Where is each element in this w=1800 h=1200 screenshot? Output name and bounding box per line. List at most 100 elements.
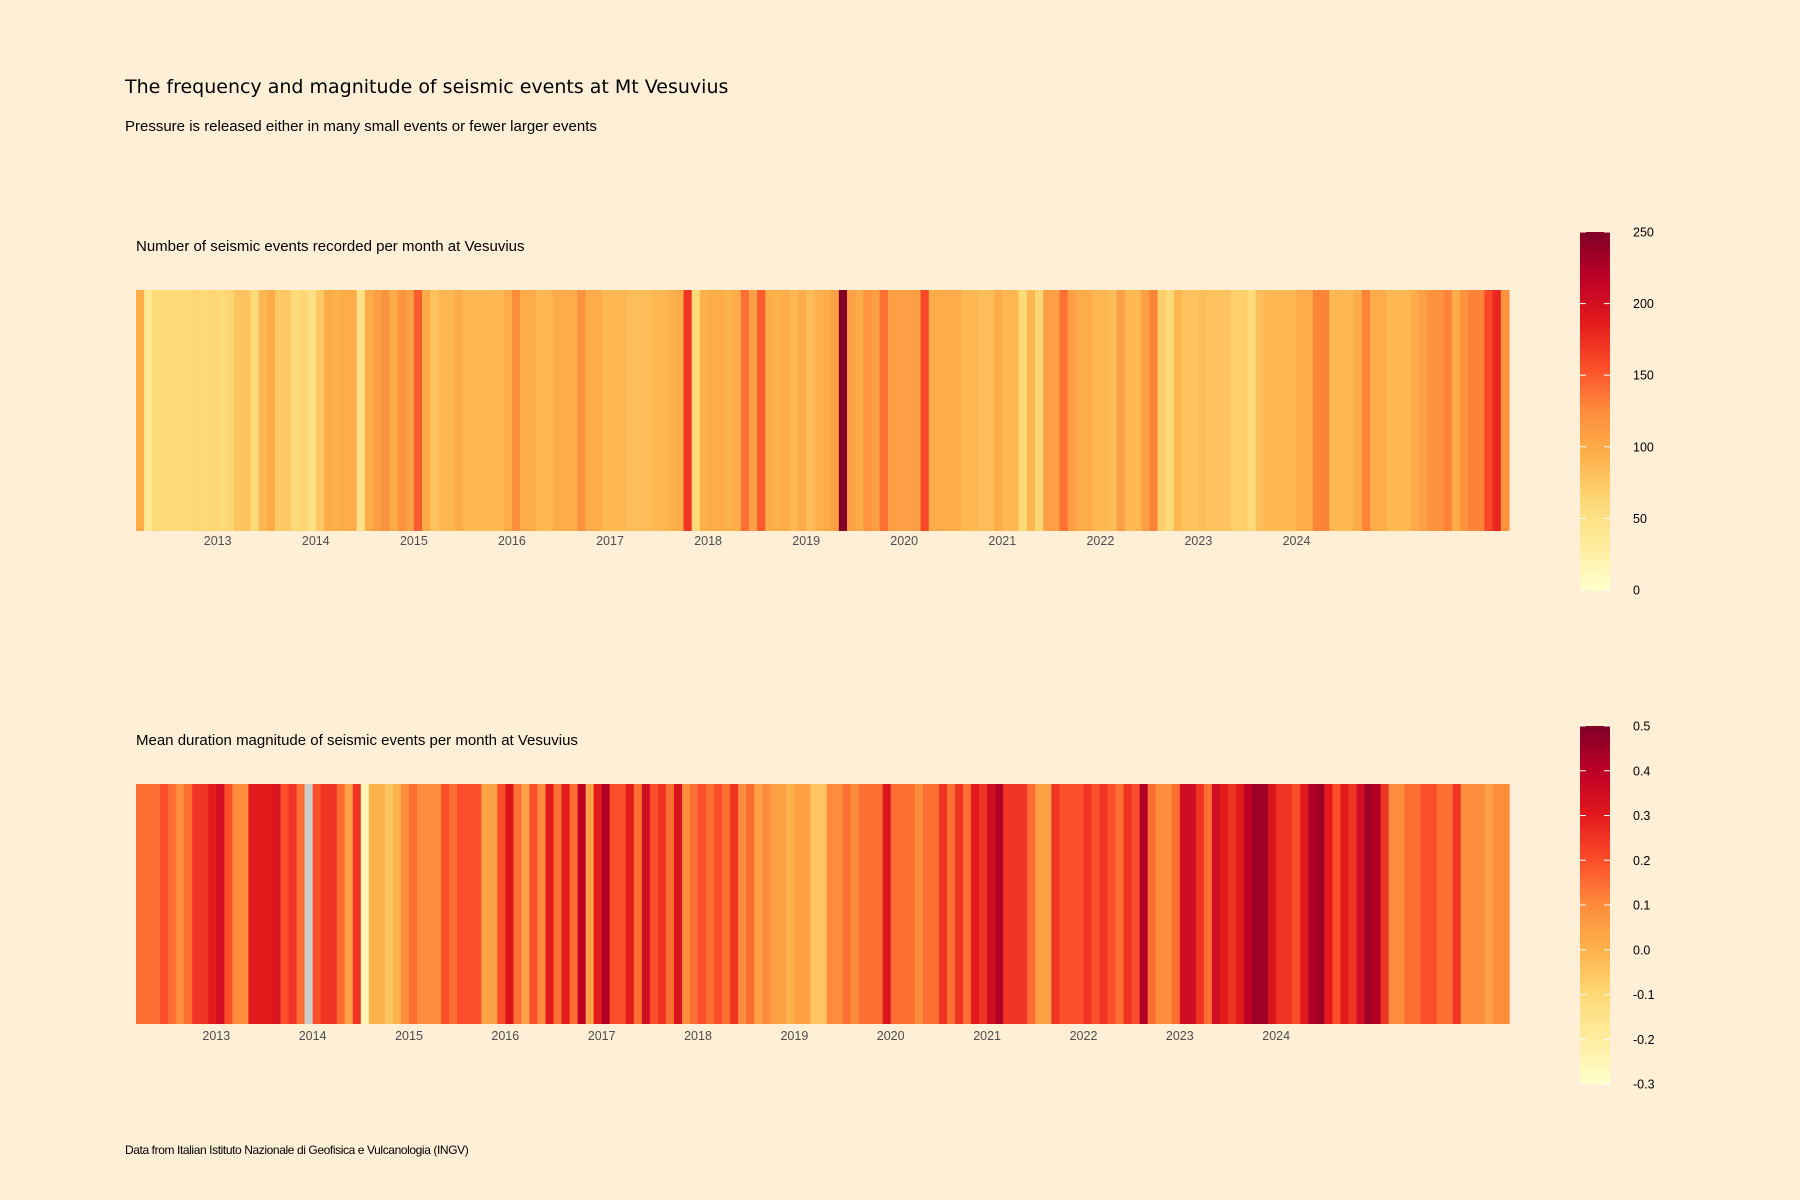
legend-gradient-cell <box>1580 422 1610 427</box>
month-stripe <box>1443 290 1453 531</box>
legend-gradient-cell <box>1580 446 1610 451</box>
legend-label: 50 <box>1633 512 1647 526</box>
legend-gradient-cell <box>1580 839 1610 843</box>
month-stripe <box>850 784 860 1024</box>
legend-gradient-cell <box>1580 467 1610 472</box>
legend-gradient-cell <box>1580 288 1610 293</box>
month-stripe <box>389 290 399 531</box>
legend-gradient-cell <box>1580 366 1610 370</box>
month-stripe <box>1231 290 1240 531</box>
legend-gradient-cell <box>1580 764 1610 769</box>
legend-gradient-cell <box>1580 396 1610 400</box>
month-stripe <box>681 784 691 1024</box>
legend-gradient-cell <box>1580 806 1610 811</box>
legend-gradient-cell <box>1580 351 1610 355</box>
x-tick-label: 2016 <box>498 534 526 548</box>
month-stripe <box>610 290 619 531</box>
legend-gradient-cell <box>1580 527 1610 531</box>
legend-gradient-cell <box>1580 503 1610 508</box>
month-stripe <box>871 290 881 531</box>
month-stripe <box>1133 290 1142 531</box>
legend-gradient-cell <box>1580 506 1610 511</box>
legend-gradient-cell <box>1580 330 1610 335</box>
month-stripe <box>1051 784 1060 1024</box>
legend-gradient-cell <box>1580 315 1610 320</box>
legend-label: -0.2 <box>1633 1033 1655 1047</box>
month-stripe <box>814 290 824 531</box>
month-stripe <box>863 290 873 531</box>
legend-gradient-cell <box>1580 964 1610 969</box>
month-stripe <box>810 784 820 1024</box>
month-stripe <box>266 290 276 531</box>
month-stripe <box>1084 290 1093 531</box>
legend-gradient-cell <box>1580 931 1610 936</box>
month-stripe <box>160 784 169 1024</box>
month-stripe <box>529 784 539 1024</box>
month-stripe <box>272 784 282 1024</box>
month-stripe <box>748 290 758 531</box>
legend-gradient-cell <box>1580 327 1610 332</box>
legend-gradient-cell <box>1580 479 1610 484</box>
legend-gradient-cell <box>1580 455 1610 460</box>
month-stripe <box>657 784 667 1024</box>
legend-gradient-cell <box>1580 913 1610 918</box>
legend-gradient-cell <box>1580 443 1610 448</box>
legend-gradient-cell <box>1580 303 1610 308</box>
legend-gradient-cell <box>1580 758 1610 763</box>
legend-gradient-cell <box>1580 818 1610 823</box>
legend-gradient-cell <box>1580 312 1610 317</box>
legend-gradient-cell <box>1580 581 1610 585</box>
legend-gradient-cell <box>1580 770 1610 775</box>
legend-label: 0 <box>1633 584 1640 598</box>
month-stripe <box>201 290 211 531</box>
legend-gradient-cell <box>1580 515 1610 519</box>
month-stripe <box>537 784 547 1024</box>
legend-gradient-cell <box>1580 934 1610 939</box>
month-stripe <box>716 290 726 531</box>
legend-gradient-cell <box>1580 967 1610 972</box>
legend-label: 0.3 <box>1633 809 1650 823</box>
legend-gradient-cell <box>1580 419 1610 424</box>
legend-gradient-cell <box>1580 902 1610 906</box>
month-stripe <box>1321 290 1330 531</box>
month-stripe <box>936 290 946 531</box>
legend-label: 0.5 <box>1633 720 1650 734</box>
legend-gradient-cell <box>1580 572 1610 576</box>
month-stripe <box>1337 290 1347 531</box>
legend-gradient-cell <box>1580 524 1610 528</box>
month-stripe <box>855 290 864 531</box>
legend-gradient-cell <box>1580 393 1610 397</box>
month-stripe <box>1372 784 1382 1024</box>
legend-gradient-cell <box>1580 1066 1610 1070</box>
month-stripe <box>577 290 587 531</box>
month-stripe <box>1239 290 1249 531</box>
month-stripe <box>465 784 474 1024</box>
month-stripe <box>304 784 314 1024</box>
month-stripe <box>364 290 374 531</box>
month-stripe <box>1010 290 1020 531</box>
legend-gradient-cell <box>1580 363 1610 367</box>
month-stripe <box>569 784 579 1024</box>
month-stripe <box>830 290 840 531</box>
month-stripe <box>1276 784 1285 1024</box>
month-stripe <box>806 290 815 531</box>
month-stripe <box>280 784 290 1024</box>
legend-gradient-cell <box>1580 860 1610 864</box>
month-stripe <box>945 290 954 531</box>
x-tick-label: 2013 <box>202 1029 230 1043</box>
month-stripe <box>299 290 309 531</box>
x-tick-label: 2015 <box>400 534 428 548</box>
data-source-caption: Data from Italian Istituto Nazionale di … <box>125 1143 469 1157</box>
month-stripe <box>847 290 856 531</box>
legend-gradient-cell <box>1580 246 1610 251</box>
legend-gradient-cell <box>1580 318 1610 323</box>
legend-label: 0.1 <box>1633 899 1650 913</box>
legend-gradient-cell <box>1580 345 1610 349</box>
month-stripe <box>1348 784 1358 1024</box>
legend-gradient-cell <box>1580 919 1610 924</box>
legend-gradient-cell <box>1580 1039 1610 1043</box>
legend-gradient-cell <box>1580 731 1610 736</box>
month-stripe <box>770 784 779 1024</box>
legend-gradient-cell <box>1580 887 1610 891</box>
legend-gradient-cell <box>1580 321 1610 326</box>
